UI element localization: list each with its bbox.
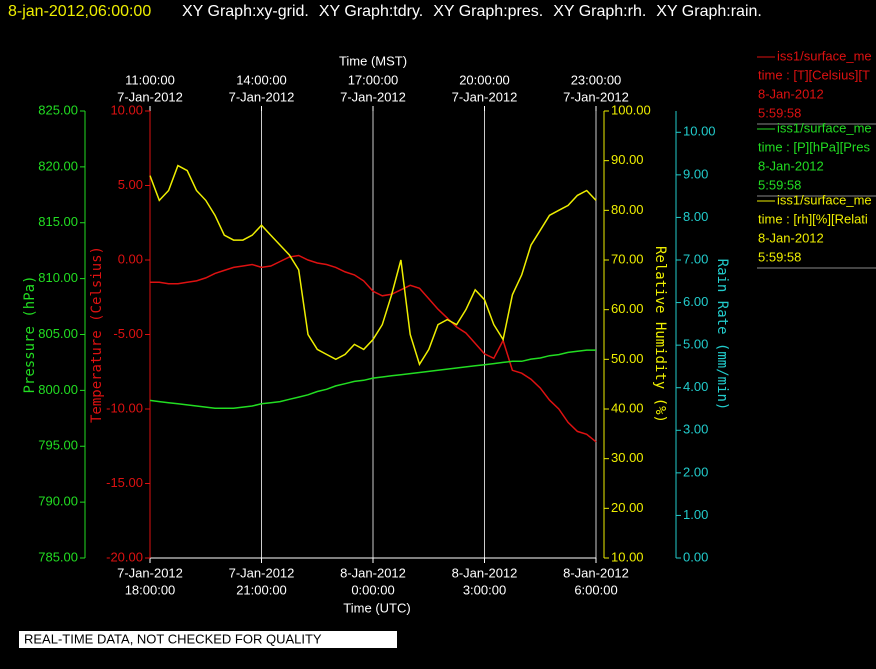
y-tick-label: 70.00 xyxy=(611,251,644,266)
x-tick-label: 6:00:00 xyxy=(574,582,617,597)
y-tick-label: 40.00 xyxy=(611,400,644,415)
y-tick-label: 785.00 xyxy=(38,549,78,564)
legend-text: 5:59:58 xyxy=(758,249,801,264)
y-tick-label: 10.00 xyxy=(683,124,716,139)
y-tick-label: 10.00 xyxy=(611,549,644,564)
notice-box xyxy=(19,631,397,648)
y-tick-label: 5.00 xyxy=(683,337,708,352)
y-tick-label: 820.00 xyxy=(38,158,78,173)
x-tick-label: 8-Jan-2012 xyxy=(340,565,406,580)
y-axis-title: Temperature (Celsius) xyxy=(89,246,105,423)
y-tick-label: 6.00 xyxy=(683,294,708,309)
y-tick-label: 1.00 xyxy=(683,507,708,522)
graph-tab[interactable]: XY Graph:rain. xyxy=(656,3,762,20)
y-tick-label: 30.00 xyxy=(611,450,644,465)
x-tick-label: 8-Jan-2012 xyxy=(563,565,629,580)
y-tick-label: 825.00 xyxy=(38,102,78,117)
legend-text: 8-Jan-2012 xyxy=(758,86,824,101)
x2-tick-label: 7-Jan-2012 xyxy=(452,89,518,104)
legend-text: 8-Jan-2012 xyxy=(758,158,824,173)
legend-text: 5:59:58 xyxy=(758,105,801,120)
x2-tick-label: 7-Jan-2012 xyxy=(117,89,183,104)
y-axis-title: Rain Rate (mm/min) xyxy=(714,259,730,411)
y-tick-label: 800.00 xyxy=(38,382,78,397)
x-tick-label: 8-Jan-2012 xyxy=(452,565,518,580)
y-tick-label: 8.00 xyxy=(683,209,708,224)
x2-tick-label: 23:00:00 xyxy=(571,72,622,87)
y-tick-label: 810.00 xyxy=(38,270,78,285)
graph-tab[interactable]: XY Graph:tdry. xyxy=(319,3,423,20)
y-tick-label: -10.00 xyxy=(106,400,143,415)
legend-name: iss1/surface_me xyxy=(777,120,872,135)
y-tick-label: -15.00 xyxy=(106,475,143,490)
x2-axis-title: Time (MST) xyxy=(339,53,407,68)
graph-tab[interactable]: XY Graph:pres. xyxy=(433,3,543,20)
x-tick-label: 3:00:00 xyxy=(463,582,506,597)
y-tick-label: 80.00 xyxy=(611,202,644,217)
x-tick-label: 0:00:00 xyxy=(351,582,394,597)
y-tick-label: 60.00 xyxy=(611,301,644,316)
y-tick-label: 10.00 xyxy=(110,102,143,117)
x2-tick-label: 14:00:00 xyxy=(236,72,287,87)
y-tick-label: 795.00 xyxy=(38,438,78,453)
y-tick-label: -5.00 xyxy=(113,326,143,341)
series-line xyxy=(150,254,597,443)
x2-tick-label: 7-Jan-2012 xyxy=(340,89,406,104)
legend-name: iss1/surface_me xyxy=(777,48,872,63)
series-line xyxy=(149,349,596,410)
y-tick-label: 4.00 xyxy=(683,379,708,394)
legend-text: time : [P][hPa][Pres xyxy=(758,139,870,154)
x2-tick-label: 11:00:00 xyxy=(125,72,175,87)
y-tick-label: 0.00 xyxy=(683,549,708,564)
legend-text: time : [rh][%][Relati xyxy=(758,211,868,226)
y-tick-label: 805.00 xyxy=(38,326,78,341)
y-tick-label: 9.00 xyxy=(683,166,708,181)
y-tick-label: 20.00 xyxy=(611,500,644,515)
y-tick-label: 7.00 xyxy=(683,251,708,266)
x2-tick-label: 20:00:00 xyxy=(459,72,510,87)
x-tick-label: 7-Jan-2012 xyxy=(117,565,183,580)
y-tick-label: 2.00 xyxy=(683,464,708,479)
legend-name: iss1/surface_me xyxy=(777,192,872,207)
legend-text: time : [T][Celsius][T xyxy=(758,67,870,82)
x-axis-title: Time (UTC) xyxy=(343,600,410,615)
series-line xyxy=(149,164,597,367)
y-tick-label: 50.00 xyxy=(611,351,644,366)
y-tick-label: 5.00 xyxy=(118,177,143,192)
y-tick-label: 90.00 xyxy=(611,152,644,167)
y-tick-label: 0.00 xyxy=(118,251,143,266)
y-tick-label: 815.00 xyxy=(38,214,78,229)
y-tick-label: -20.00 xyxy=(106,549,143,564)
x-tick-label: 18:00:00 xyxy=(125,582,176,597)
timestamp: 8-jan-2012,06:00:00 xyxy=(8,3,151,20)
y-axis-title: Relative Humidity (%) xyxy=(652,246,668,423)
legend-text: 5:59:58 xyxy=(758,177,801,192)
x2-tick-label: 17:00:00 xyxy=(348,72,399,87)
notice: REAL-TIME DATA, NOT CHECKED FOR QUALITY xyxy=(24,631,322,646)
y-tick-label: 100.00 xyxy=(611,102,651,117)
y-tick-label: 3.00 xyxy=(683,422,708,437)
graph-tab[interactable]: XY Graph:xy-grid. xyxy=(182,3,309,20)
y-axis-title: Pressure (hPa) xyxy=(22,275,38,393)
graph-tab[interactable]: XY Graph:rh. xyxy=(553,3,646,20)
x-tick-label: 7-Jan-2012 xyxy=(229,565,295,580)
y-tick-label: 790.00 xyxy=(38,494,78,509)
x-tick-label: 21:00:00 xyxy=(236,582,287,597)
x2-tick-label: 7-Jan-2012 xyxy=(563,89,629,104)
legend-text: 8-Jan-2012 xyxy=(758,230,824,245)
x2-tick-label: 7-Jan-2012 xyxy=(229,89,295,104)
